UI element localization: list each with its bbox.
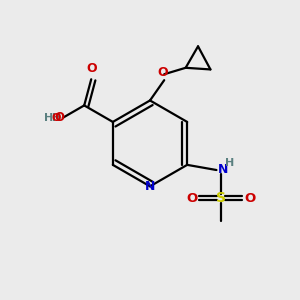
Text: H: H [52,113,61,123]
Text: H: H [44,113,53,123]
Text: O: O [244,192,255,205]
Text: O: O [52,113,61,123]
Text: O: O [186,192,197,205]
Text: O: O [86,62,97,75]
Text: S: S [216,191,226,205]
Text: H: H [225,158,234,168]
Text: O: O [54,111,64,124]
Text: O: O [157,65,168,79]
Text: N: N [218,163,229,176]
Text: N: N [145,180,155,193]
